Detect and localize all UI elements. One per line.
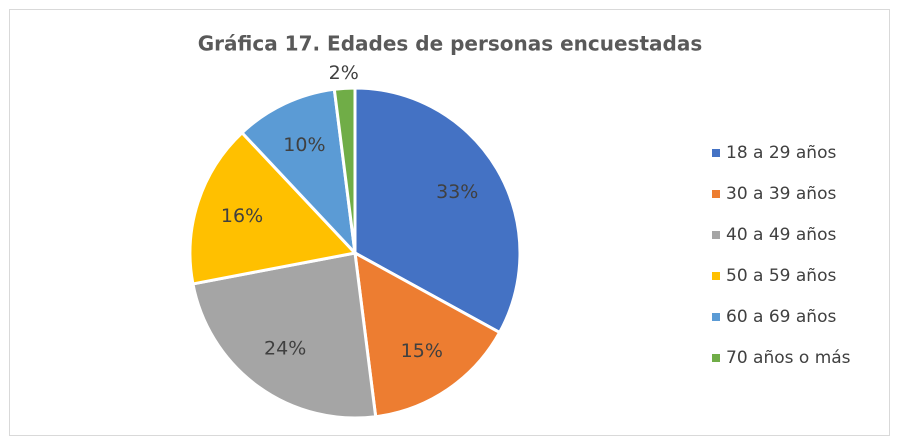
legend-label: 70 años o más: [726, 348, 851, 368]
legend-label: 50 a 59 años: [726, 266, 836, 286]
data-label: 10%: [283, 134, 325, 156]
legend-swatch: [712, 190, 720, 198]
data-label: 2%: [329, 62, 359, 84]
pie-slice: [239, 87, 358, 258]
legend-swatch: [712, 354, 720, 362]
data-label: 33%: [436, 181, 478, 203]
data-label: 24%: [264, 338, 306, 360]
pie-slice: [191, 251, 378, 420]
legend-label: 30 a 39 años: [726, 184, 836, 204]
legend-swatch: [712, 149, 720, 157]
pie-slice: [332, 86, 357, 254]
pie-slice: [353, 250, 502, 419]
data-label: 16%: [221, 205, 263, 227]
legend-label: 18 a 29 años: [726, 143, 836, 163]
data-label: 15%: [401, 340, 443, 362]
legend-swatch: [712, 313, 720, 321]
legend-label: 40 a 49 años: [726, 225, 836, 245]
chart-title: Gráfica 17. Edades de personas encuestad…: [198, 32, 703, 56]
pie-slice: [188, 130, 358, 286]
legend-label: 60 a 69 años: [726, 307, 836, 327]
legend-swatch: [712, 272, 720, 280]
pie-slice: [353, 86, 522, 335]
legend-swatch: [712, 231, 720, 239]
